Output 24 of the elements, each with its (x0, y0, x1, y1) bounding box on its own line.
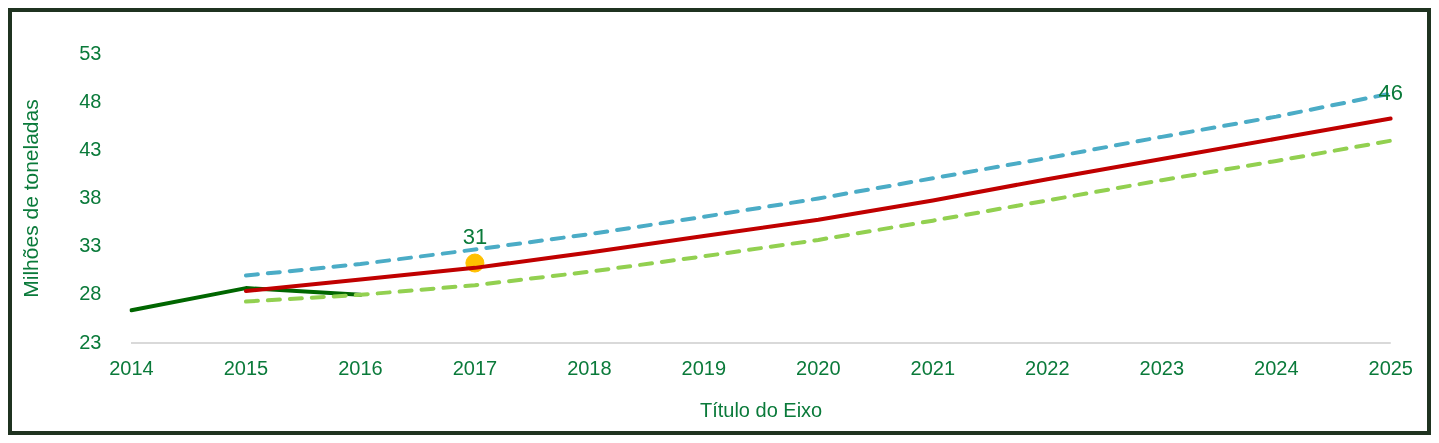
x-tick-label: 2025 (1368, 356, 1413, 379)
x-tick-label: 2020 (796, 356, 841, 379)
x-tick-label: 2014 (109, 356, 154, 379)
y-tick-label: 28 (79, 282, 102, 305)
x-tick-label: 2023 (1139, 356, 1185, 379)
y-tick-label: 38 (79, 186, 102, 209)
annotation: 31 (462, 224, 488, 250)
x-tick-label: 2022 (1025, 356, 1070, 379)
y-tick-label: 33 (79, 234, 102, 257)
x-tick-label: 2019 (681, 356, 727, 379)
annotation: 46 (1378, 79, 1403, 105)
y-tick-label: 53 (79, 41, 102, 64)
x-tick-label: 2018 (567, 356, 612, 379)
x-tick-label: 2021 (910, 356, 956, 379)
x-tick-label: 2017 (452, 356, 498, 379)
y-tick-label: 43 (79, 137, 102, 160)
x-tick-label: 2024 (1254, 356, 1299, 379)
x-axis-title: Título do Eixo (699, 398, 823, 421)
y-axis-title: Milhões de toneladas (19, 99, 43, 298)
x-tick-label: 2016 (338, 356, 383, 379)
x-tick-label: 2015 (223, 356, 269, 379)
line-series (243, 138, 1393, 304)
y-tick-label: 23 (79, 330, 102, 353)
y-tick-label: 48 (79, 89, 102, 112)
